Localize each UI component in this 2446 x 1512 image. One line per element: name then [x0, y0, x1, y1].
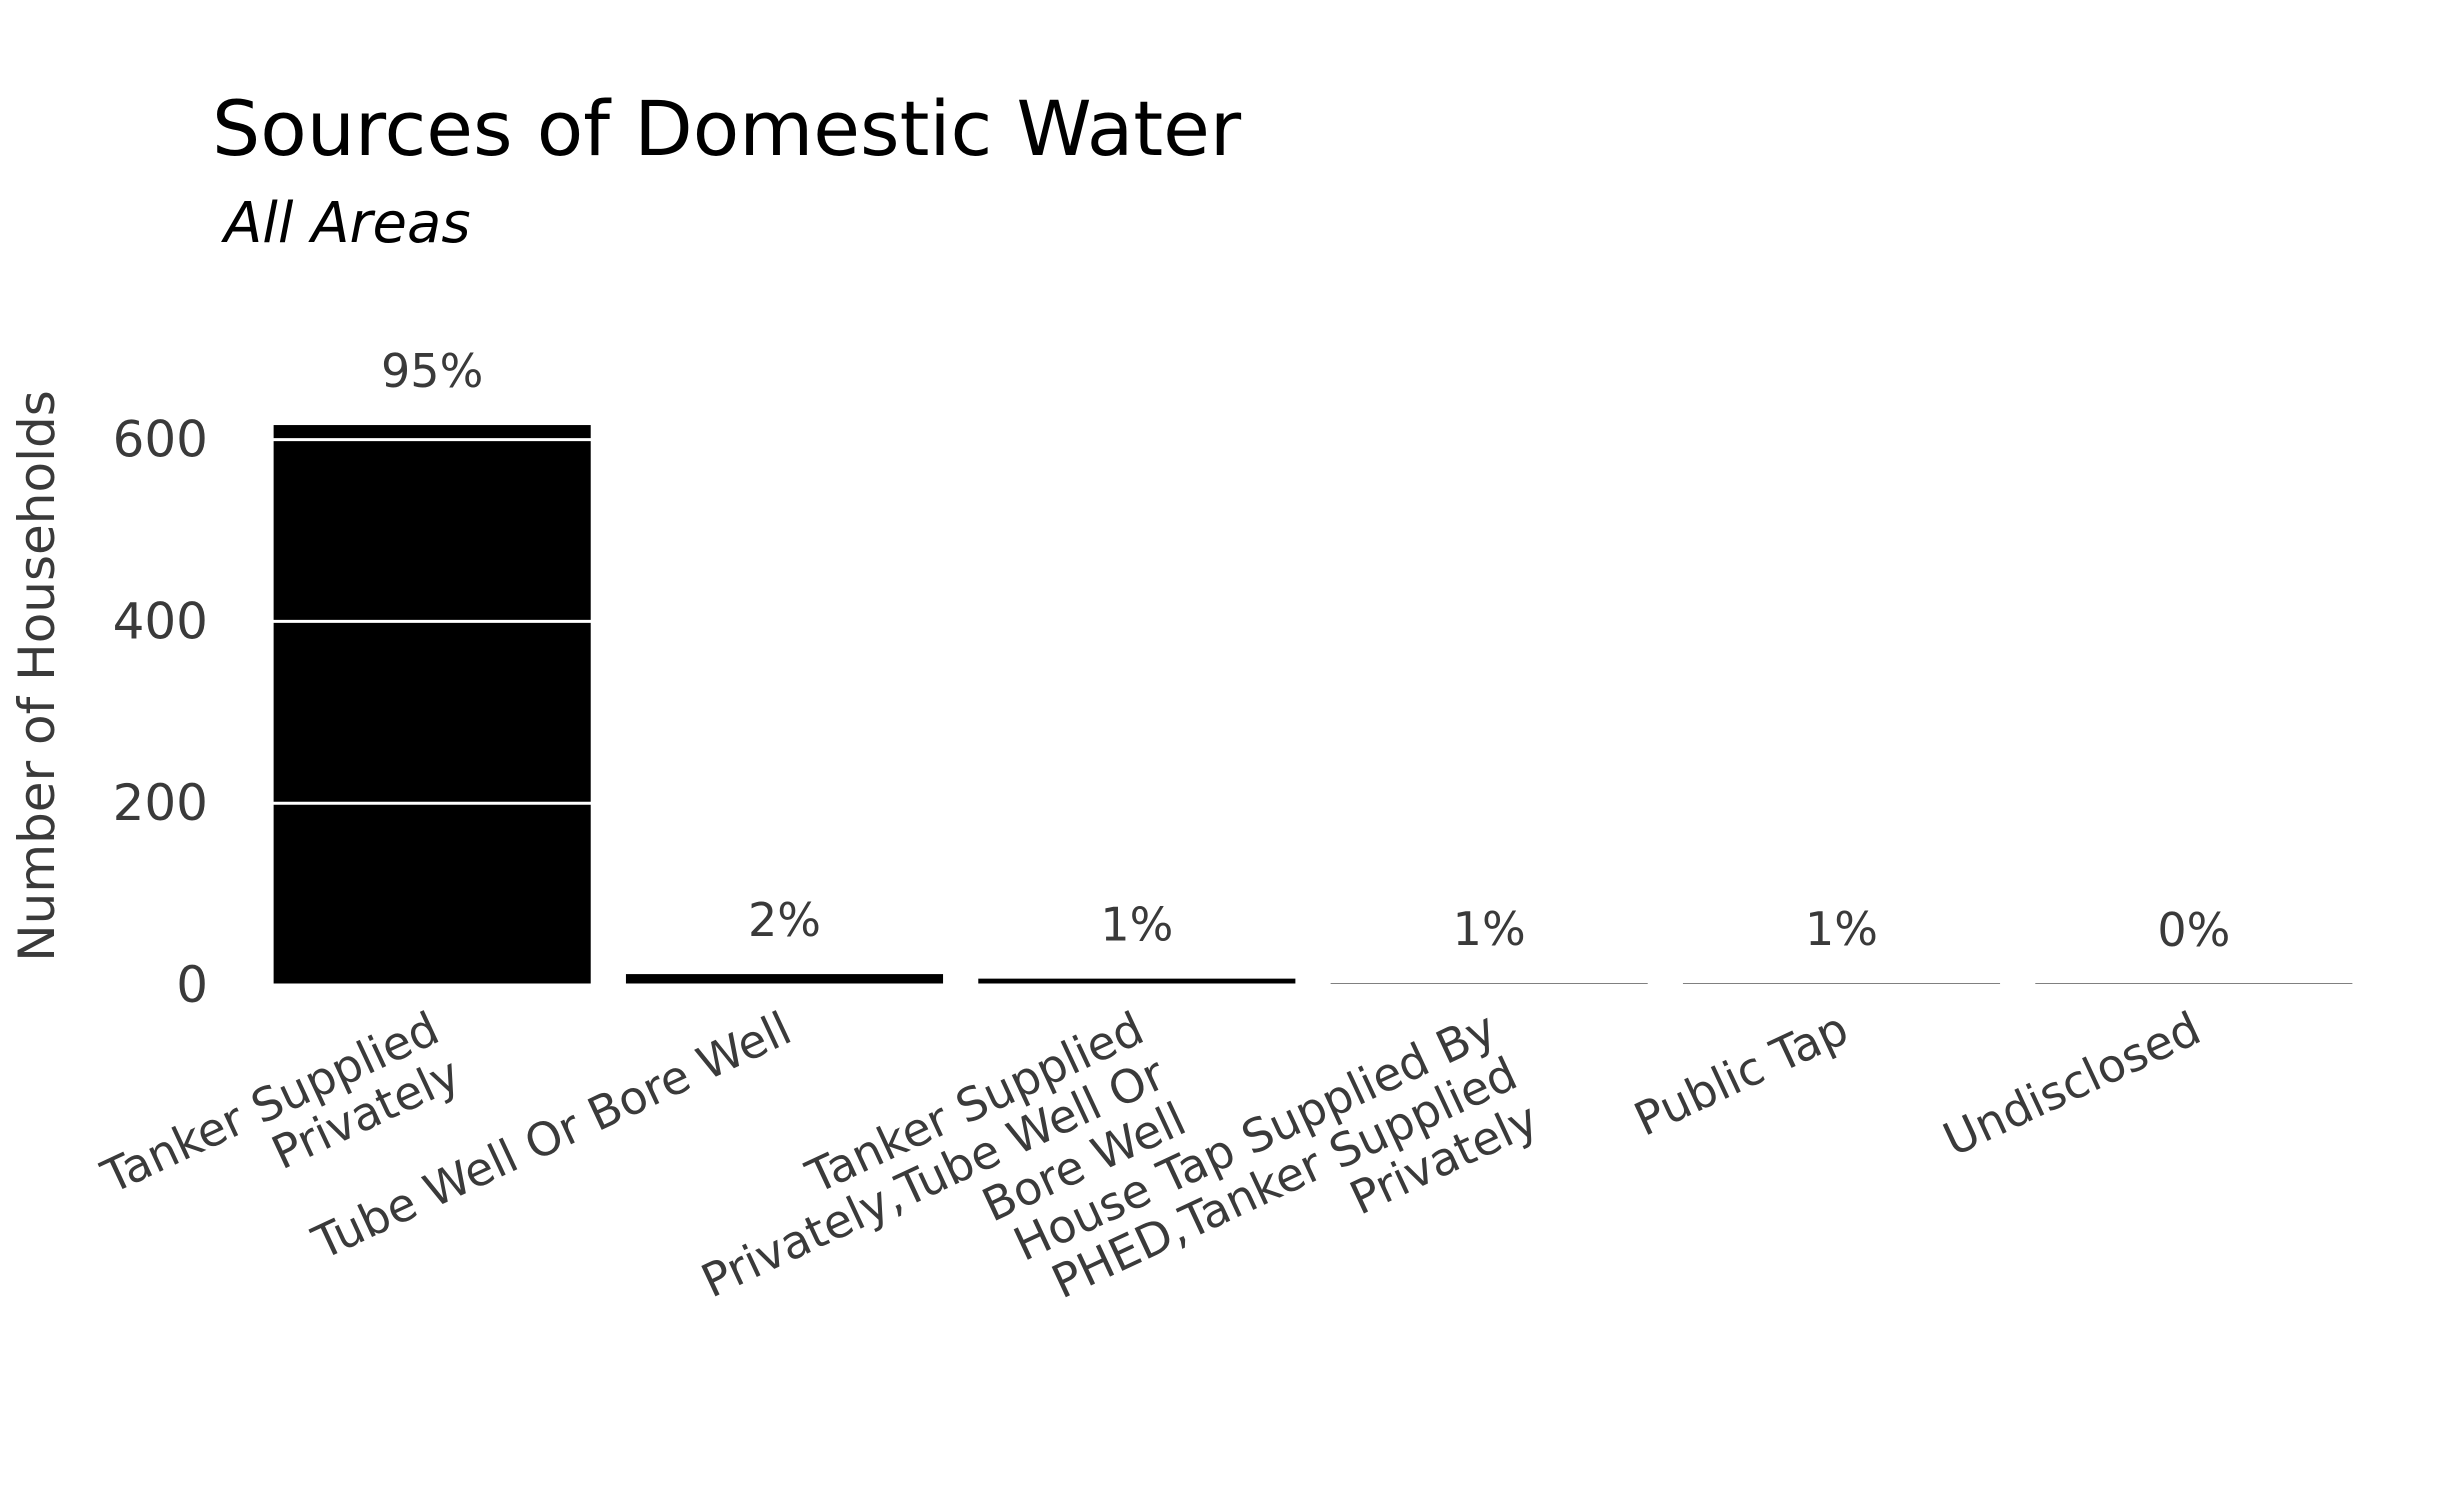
y-tick-label: 0 — [176, 956, 208, 1014]
x-tick-label-line: Undisclosed — [1935, 1001, 2208, 1167]
data-labels-group: 95% 2% 1% 1% 1% 0% — [381, 344, 2230, 957]
bar — [273, 425, 591, 985]
data-label: 1% — [1805, 902, 1878, 956]
gridlines-group — [256, 438, 2370, 987]
y-tick-label: 400 — [113, 592, 208, 650]
y-tick-label: 600 — [113, 411, 208, 469]
chart-subtitle: All Areas — [221, 191, 471, 256]
y-axis-title: Number of Households — [8, 390, 66, 961]
bar — [978, 978, 1296, 985]
y-tick-label: 200 — [113, 774, 208, 832]
data-label: 1% — [1453, 902, 1526, 956]
data-label: 2% — [748, 893, 821, 947]
data-label: 95% — [381, 344, 483, 398]
data-label: 1% — [1100, 898, 1173, 952]
y-ticks-group: 0 200 400 600 — [113, 411, 208, 1014]
bar — [625, 974, 944, 985]
chart-title: Sources of Domestic Water — [212, 84, 1242, 173]
x-tick-label-line: Public Tap — [1626, 1001, 1856, 1147]
x-tick-label: Undisclosed — [1935, 1001, 2208, 1167]
bars-group — [273, 425, 2353, 985]
data-label: 0% — [2157, 903, 2230, 957]
x-tick-label: Public Tap — [1626, 1001, 1856, 1147]
